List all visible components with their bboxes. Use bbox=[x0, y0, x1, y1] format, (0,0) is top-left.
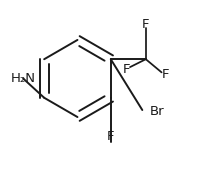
Text: F: F bbox=[142, 18, 150, 31]
Text: F: F bbox=[161, 69, 169, 82]
Text: H₂N: H₂N bbox=[11, 72, 36, 85]
Text: F: F bbox=[107, 130, 114, 143]
Text: F: F bbox=[123, 63, 130, 76]
Text: Br: Br bbox=[149, 105, 164, 118]
